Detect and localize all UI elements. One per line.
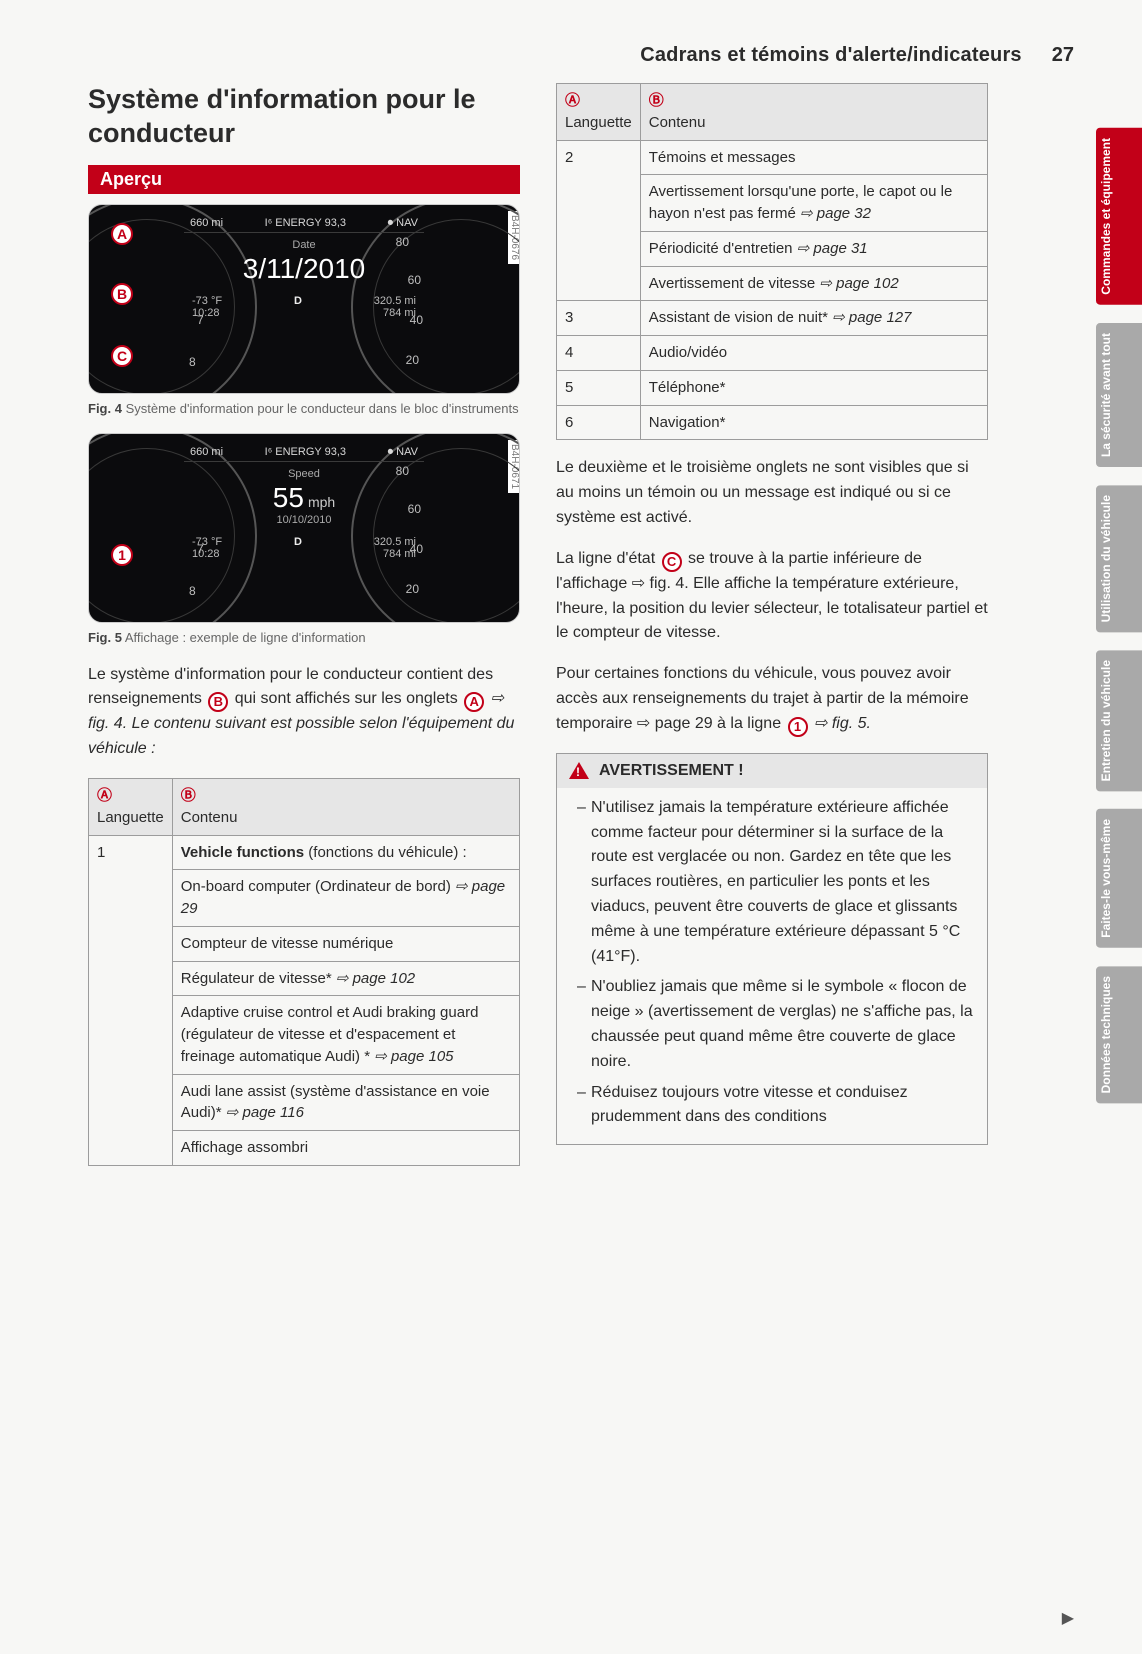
- tab-content: On-board computer (Ordinateur de bord) ⇨…: [172, 870, 519, 927]
- table-row: 6Navigation*: [557, 405, 988, 440]
- left-column: Système d'information pour le conducteur…: [88, 83, 520, 1166]
- table-row: 1Vehicle functions (fonctions du véhicul…: [89, 835, 520, 870]
- para-2: Le deuxième et le troisième onglets ne s…: [556, 456, 988, 530]
- table-row: 4Audio/vidéo: [557, 336, 988, 371]
- warning-item: N'utilisez jamais la température extérie…: [577, 796, 973, 970]
- fig4-badge-c: C: [111, 345, 133, 367]
- tab-number: 3: [557, 301, 641, 336]
- inline-badge-c: C: [662, 552, 682, 572]
- table-row: 2Témoins et messages: [557, 140, 988, 175]
- fig4-big: 3/11/2010: [184, 253, 424, 285]
- warning-box: AVERTISSEMENT ! N'utilisez jamais la tem…: [556, 753, 988, 1145]
- side-tab[interactable]: Entretien du véhicule: [1096, 650, 1142, 791]
- table-row: 3Assistant de vision de nuit* ⇨ page 127: [557, 301, 988, 336]
- tab-content: Adaptive cruise control et Audi braking …: [172, 996, 519, 1074]
- side-tab[interactable]: Utilisation du véhicule: [1096, 485, 1142, 632]
- para-3: La ligne d'état C se trouve à la partie …: [556, 547, 988, 646]
- side-tab[interactable]: La sécurité avant tout: [1096, 323, 1142, 467]
- fig4-top-left: 660 mi: [190, 217, 223, 230]
- section-title: Cadrans et témoins d'alerte/indicateurs: [640, 44, 1022, 67]
- tab-number: 4: [557, 336, 641, 371]
- fig4-top-mid: I⁶ ENERGY 93,3: [265, 217, 346, 230]
- tab-content: Téléphone*: [640, 370, 987, 405]
- tabs-table-left: ⒶLanguette ⒷContenu 1Vehicle functions (…: [88, 778, 520, 1166]
- side-tab[interactable]: Données techniques: [1096, 966, 1142, 1103]
- page-header: Cadrans et témoins d'alerte/indicateurs …: [88, 44, 1074, 67]
- tab-content: Audi lane assist (système d'assistance e…: [172, 1074, 519, 1131]
- tab-content: Avertissement de vitesse ⇨ page 102: [640, 266, 987, 301]
- figure-4: B4H-0676 7 8 80 60 40 20 660 mi I⁶ ENERG…: [88, 204, 520, 418]
- table-row: 5Téléphone*: [557, 370, 988, 405]
- warning-title: AVERTISSEMENT !: [599, 762, 744, 780]
- continue-arrow: ▶: [1062, 1608, 1074, 1628]
- para-4: Pour certaines fonctions du véhicule, vo…: [556, 662, 988, 737]
- warning-item: N'oubliez jamais que même si le symbole …: [577, 975, 973, 1074]
- inline-badge-1: 1: [788, 717, 808, 737]
- tab-content: Vehicle functions (fonctions du véhicule…: [172, 835, 519, 870]
- fig5-badge-1: 1: [111, 544, 133, 566]
- tab-content: Audio/vidéo: [640, 336, 987, 371]
- side-tab[interactable]: Faites-le vous-même: [1096, 809, 1142, 948]
- fig4-badge-a: A: [111, 223, 133, 245]
- inline-badge-b: B: [208, 692, 228, 712]
- inline-badge-a: A: [464, 692, 484, 712]
- tab-content: Navigation*: [640, 405, 987, 440]
- overview-bar: Aperçu: [88, 165, 520, 194]
- right-column: ⒶLanguette ⒷContenu 2Témoins et messages…: [556, 83, 988, 1166]
- tabs-table-right: ⒶLanguette ⒷContenu 2Témoins et messages…: [556, 83, 988, 440]
- main-heading: Système d'information pour le conducteur: [88, 83, 520, 151]
- fig4-badge-b: B: [111, 283, 133, 305]
- page-number: 27: [1052, 44, 1074, 67]
- tab-content: Avertissement lorsqu'une porte, le capot…: [640, 175, 987, 232]
- fig4-top-right: ⏺ NAV: [388, 217, 418, 230]
- fig4-label: Date: [184, 239, 424, 251]
- side-tab[interactable]: Commandes et équipement: [1096, 128, 1142, 305]
- side-tabs: Commandes et équipement La sécurité avant…: [1096, 128, 1142, 1104]
- figure-5: B4H-0671 7 8 80 60 40 20 660 mi I⁶ ENERG…: [88, 433, 520, 647]
- tab-number: 6: [557, 405, 641, 440]
- warning-icon: [569, 762, 589, 779]
- tab-content: Affichage assombri: [172, 1131, 519, 1166]
- para-1: Le système d'information pour le conduct…: [88, 663, 520, 762]
- tab-number: 5: [557, 370, 641, 405]
- tab-content: Témoins et messages: [640, 140, 987, 175]
- tab-content: Périodicité d'entretien ⇨ page 31: [640, 231, 987, 266]
- tab-number: 1: [89, 835, 173, 1165]
- warning-item: Réduisez toujours votre vitesse et condu…: [577, 1081, 973, 1131]
- tab-content: Assistant de vision de nuit* ⇨ page 127: [640, 301, 987, 336]
- tab-content: Compteur de vitesse numérique: [172, 926, 519, 961]
- tab-number: 2: [557, 140, 641, 301]
- tab-content: Régulateur de vitesse* ⇨ page 102: [172, 961, 519, 996]
